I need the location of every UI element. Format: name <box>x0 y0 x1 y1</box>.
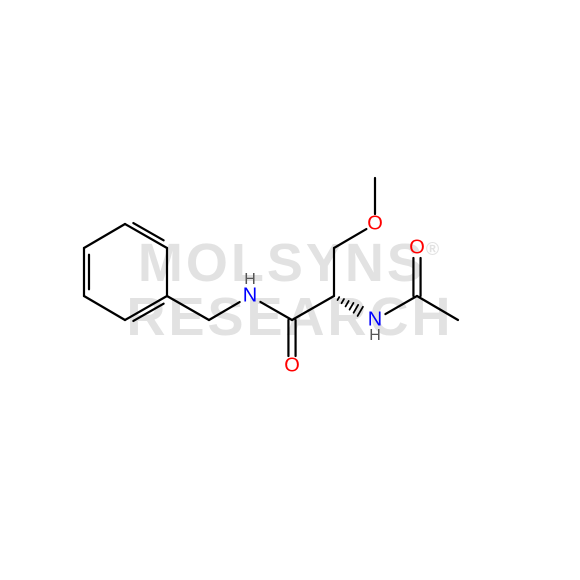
atom-label: O <box>408 237 426 260</box>
atom-sublabel: H <box>368 327 382 345</box>
atom-label: O <box>283 355 301 378</box>
atom-sublabel: H <box>243 271 257 289</box>
atom-label: O <box>366 213 384 236</box>
canvas: MOLSYNS® RESEARCH NHOONHO <box>0 0 580 580</box>
molecule-svg <box>0 0 580 580</box>
